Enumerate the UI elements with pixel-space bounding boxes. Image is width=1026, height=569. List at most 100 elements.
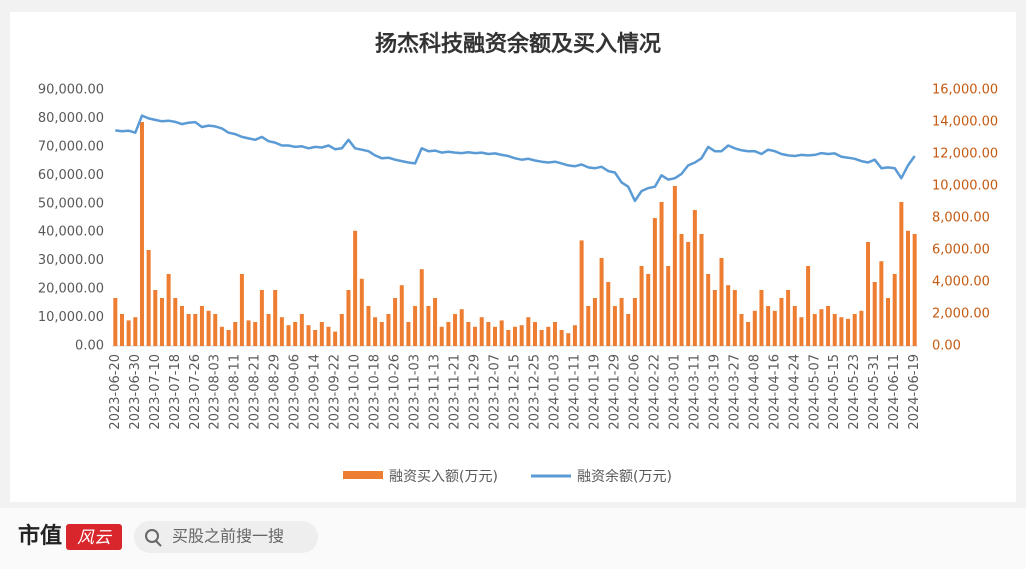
bar [546,326,551,346]
bar [566,333,571,346]
bar [852,314,857,346]
bar [379,322,384,346]
x-tick-label: 2024-04-24 [787,354,802,430]
bar [826,306,831,346]
bar [579,240,584,346]
bar [186,314,191,346]
bar [746,322,751,346]
bar [393,298,398,346]
x-tick-label: 2024-01-11 [567,354,582,430]
bar [739,314,744,346]
y-tick-label: 60,000.00 [38,168,104,183]
bar [832,314,837,346]
bar [133,317,138,346]
bar [273,290,278,346]
bar [639,266,644,346]
y-tick-label: 0.00 [75,339,104,354]
x-tick-label: 2023-06-30 [128,354,143,430]
bar [333,331,338,346]
bar [872,282,877,346]
x-tick-label: 2024-02-22 [647,354,662,430]
bar [259,290,264,346]
y2-tick-label: 10,000.00 [932,179,998,194]
bar [819,309,824,346]
chart-title: 扬杰科技融资余额及买入情况 [375,31,661,57]
x-tick-label: 2023-06-20 [108,354,123,430]
bar [246,320,251,346]
bar [139,122,144,346]
line [115,114,916,203]
bar [606,282,611,346]
bar [413,306,418,346]
x-tick-label: 2024-03-27 [727,354,742,430]
legend-label: 融资余额(万元) [577,468,672,485]
x-tick-label: 2024-05-23 [847,354,862,430]
bar [632,298,637,346]
search-placeholder: 买股之前搜一搜 [172,527,284,546]
bar [439,326,444,346]
bar [759,290,764,346]
legend-swatch [343,471,383,479]
x-tick-label: 2023-07-10 [148,354,163,430]
x-tick-label: 2024-01-29 [607,354,622,430]
bar [213,314,218,346]
bar [286,325,291,346]
y-tick-label: 80,000.00 [38,111,104,126]
logo: 风云 [77,528,113,548]
bar [812,314,817,346]
bar [572,325,577,346]
bar [366,306,371,346]
bar [626,314,631,346]
x-tick-label: 2024-03-19 [707,354,722,430]
x-tick-label: 2023-08-03 [208,354,223,430]
bar [279,317,284,346]
bar [479,317,484,346]
bar [839,317,844,346]
bar [513,326,517,346]
search-box[interactable] [134,521,318,553]
bar [719,258,724,346]
bar [493,326,498,346]
y2-tick-label: 16,000.00 [932,83,998,98]
y-tick-label: 10,000.00 [38,310,104,325]
bar [899,202,904,346]
bar [672,186,677,346]
logo-box [66,524,122,550]
bar [306,325,311,346]
y-tick-label: 40,000.00 [38,225,104,240]
bar [599,258,604,346]
bar [686,242,691,346]
x-tick-label: 2023-08-11 [228,354,243,430]
bar [799,317,804,346]
bar [153,290,158,346]
bar [299,314,304,346]
y-tick-label: 70,000.00 [38,139,104,154]
bar [399,285,404,346]
bar [619,298,624,346]
bar [293,322,298,346]
bar [906,230,911,346]
x-tick-label: 2023-09-22 [328,354,343,430]
bar [459,309,464,346]
x-tick-label: 2023-07-18 [168,354,183,430]
bar [666,266,671,346]
bar [206,310,211,346]
bar [766,306,771,346]
bar [313,330,318,346]
y-tick-label: 30,000.00 [38,253,104,268]
x-tick-label: 2023-10-26 [388,354,403,430]
x-tick-label: 2024-06-11 [887,354,902,430]
bar [586,306,591,346]
bar [473,326,478,346]
brand: 市值 [18,523,62,549]
card [10,12,1016,502]
bar [706,274,711,346]
x-tick-label: 2023-12-25 [527,354,542,430]
x-tick-label: 2024-05-15 [827,354,842,430]
y-tick-label: 90,000.00 [38,83,104,98]
bar [253,322,258,346]
bar [866,242,871,346]
search-icon [145,529,159,543]
bar [732,290,737,346]
